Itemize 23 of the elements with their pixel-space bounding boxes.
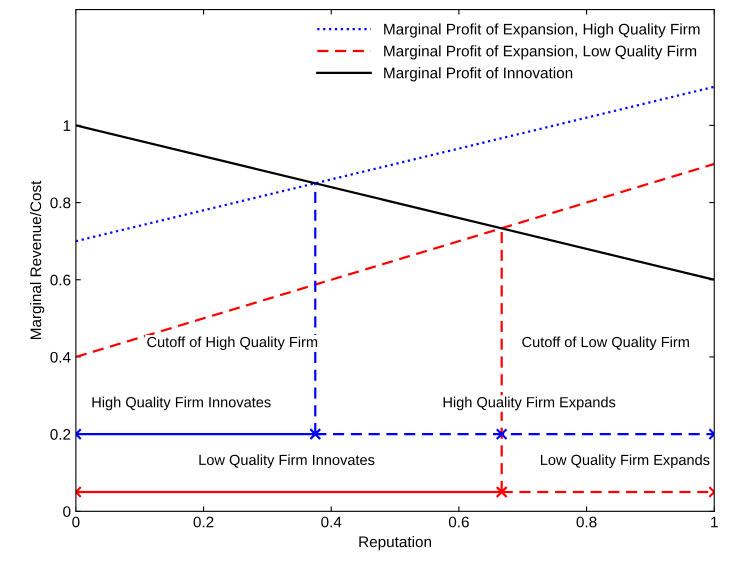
legend-label: Marginal Profit of Expansion, Low Quality Firm <box>384 45 696 60</box>
annotation: Cutoff of High Quality Firm <box>147 336 318 350</box>
y-axis-title: Marginal Revenue/Cost <box>30 180 44 340</box>
x-tick-label: 1 <box>711 516 718 528</box>
x-tick-label: 0.8 <box>576 516 597 528</box>
annotation: High Quality Firm Innovates <box>92 396 271 410</box>
annotation: Low Quality Firm Expands <box>540 454 710 468</box>
legend-label: Marginal Profit of Innovation <box>384 67 572 82</box>
x-tick-label: 0 <box>72 516 80 528</box>
y-tick-label: 0 <box>63 506 70 518</box>
y-tick-label: 0.4 <box>50 352 71 363</box>
x-tick-label: 0.6 <box>448 516 469 528</box>
x-tick-label: 0.4 <box>321 516 342 528</box>
x-axis-title: Reputation <box>359 536 432 550</box>
legend-label: Marginal Profit of Expansion, High Quality Firm <box>384 23 700 38</box>
y-tick-label: 1 <box>64 120 70 131</box>
y-tick-label: 0.8 <box>50 197 70 208</box>
annotation: Cutoff of Low Quality Firm <box>522 336 689 350</box>
annotation: High Quality Firm Expands <box>444 396 616 410</box>
y-tick-label: 0.6 <box>50 274 70 286</box>
annotation: Low Quality Firm Innovates <box>199 454 374 468</box>
x-tick-label: 0.2 <box>194 516 214 528</box>
y-tick-label: 0.2 <box>50 429 70 440</box>
